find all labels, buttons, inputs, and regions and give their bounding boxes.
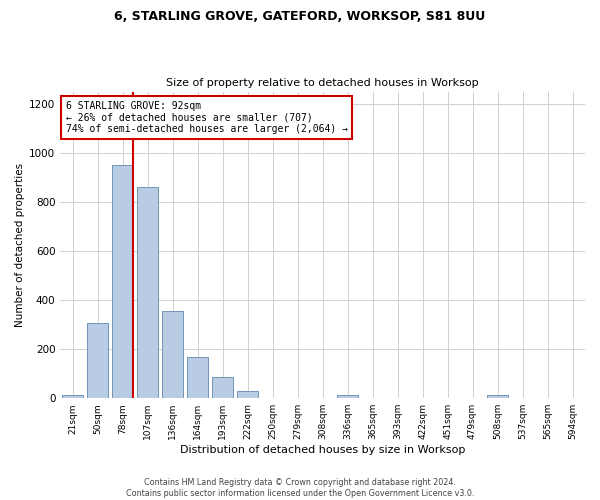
Text: Contains HM Land Registry data © Crown copyright and database right 2024.
Contai: Contains HM Land Registry data © Crown c… <box>126 478 474 498</box>
Bar <box>237 392 258 398</box>
Text: 6, STARLING GROVE, GATEFORD, WORKSOP, S81 8UU: 6, STARLING GROVE, GATEFORD, WORKSOP, S8… <box>115 10 485 23</box>
Bar <box>62 395 83 398</box>
Bar <box>337 395 358 398</box>
Title: Size of property relative to detached houses in Worksop: Size of property relative to detached ho… <box>166 78 479 88</box>
Bar <box>137 187 158 398</box>
Bar <box>112 165 133 398</box>
Bar <box>162 311 184 398</box>
Bar <box>87 324 109 398</box>
X-axis label: Distribution of detached houses by size in Worksop: Distribution of detached houses by size … <box>180 445 466 455</box>
Bar <box>487 395 508 398</box>
Bar <box>212 378 233 398</box>
Bar <box>187 356 208 398</box>
Text: 6 STARLING GROVE: 92sqm
← 26% of detached houses are smaller (707)
74% of semi-d: 6 STARLING GROVE: 92sqm ← 26% of detache… <box>65 101 347 134</box>
Y-axis label: Number of detached properties: Number of detached properties <box>15 163 25 327</box>
